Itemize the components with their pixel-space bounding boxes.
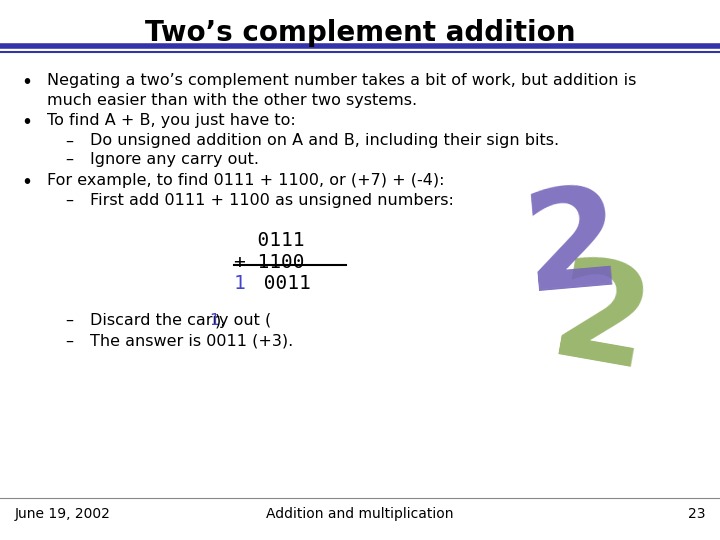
Text: 0111: 0111: [234, 231, 305, 250]
Text: –: –: [65, 152, 73, 167]
Text: –: –: [65, 334, 73, 349]
Text: –: –: [65, 313, 73, 328]
Text: June 19, 2002: June 19, 2002: [14, 507, 110, 521]
Text: 23: 23: [688, 507, 706, 521]
Text: 1: 1: [210, 313, 220, 328]
Text: •: •: [22, 73, 32, 92]
Text: Ignore any carry out.: Ignore any carry out.: [90, 152, 259, 167]
Text: –: –: [65, 133, 73, 148]
Text: 2: 2: [542, 249, 660, 399]
Text: –: –: [65, 193, 73, 208]
Text: To find A + B, you just have to:: To find A + B, you just have to:: [47, 113, 295, 129]
Text: 2: 2: [518, 177, 626, 320]
Text: •: •: [22, 173, 32, 192]
Text: Two’s complement addition: Two’s complement addition: [145, 19, 575, 47]
Text: 1: 1: [234, 274, 246, 293]
Text: ).: ).: [215, 313, 226, 328]
Text: Do unsigned addition on A and B, including their sign bits.: Do unsigned addition on A and B, includi…: [90, 133, 559, 148]
Text: First add 0111 + 1100 as unsigned numbers:: First add 0111 + 1100 as unsigned number…: [90, 193, 454, 208]
Text: Addition and multiplication: Addition and multiplication: [266, 507, 454, 521]
Text: 0011: 0011: [252, 274, 311, 293]
Text: •: •: [22, 113, 32, 132]
Text: much easier than with the other two systems.: much easier than with the other two syst…: [47, 93, 417, 109]
Text: + 1100: + 1100: [234, 253, 305, 272]
Text: Negating a two’s complement number takes a bit of work, but addition is: Negating a two’s complement number takes…: [47, 73, 636, 88]
Text: The answer is 0011 (+3).: The answer is 0011 (+3).: [90, 334, 293, 349]
Text: Discard the carry out (: Discard the carry out (: [90, 313, 271, 328]
Text: For example, to find 0111 + 1100, or (+7) + (-4):: For example, to find 0111 + 1100, or (+7…: [47, 173, 444, 188]
